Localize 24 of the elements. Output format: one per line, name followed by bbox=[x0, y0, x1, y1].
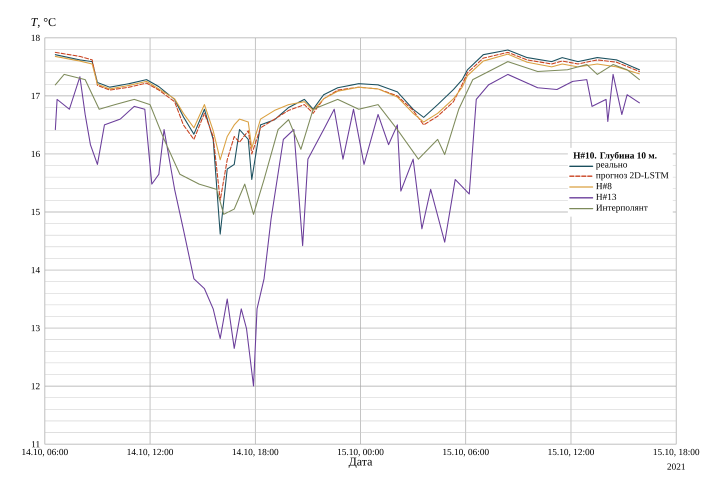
x-axis-title: Дата bbox=[348, 458, 372, 468]
legend-label: Н#13 bbox=[596, 194, 616, 200]
legend-label: Н#8 bbox=[596, 182, 612, 190]
legend-label: прогноз 2D-LSTM bbox=[596, 172, 669, 180]
legend-label: реально bbox=[596, 163, 628, 170]
x-tick-label: 14.10, 06:00 bbox=[22, 448, 68, 456]
y-tick-label: 18 bbox=[32, 34, 40, 41]
y-tick-label: 12 bbox=[32, 383, 40, 390]
y-tick-label: 13 bbox=[32, 324, 40, 332]
x-tick-label: 14.10, 12:00 bbox=[127, 448, 174, 456]
y-tick-label: 16 bbox=[32, 150, 40, 158]
x-tick-label: 15.10, 12:00 bbox=[548, 448, 594, 456]
y-tick-label: 14 bbox=[32, 266, 40, 274]
x-tick-label: 14.10, 18:00 bbox=[232, 448, 278, 456]
y-tick-label: 15 bbox=[32, 208, 40, 216]
x-tick-label: 15.10, 06:00 bbox=[443, 448, 489, 456]
legend-label: Интерполянт bbox=[596, 204, 648, 213]
text: 2021 bbox=[667, 463, 685, 470]
y-axis-title: T, °C bbox=[31, 18, 56, 28]
x-tick-label: 15.10, 00:00 bbox=[338, 448, 384, 456]
x-tick-label: 15.10, 18:00 bbox=[654, 448, 700, 456]
legend-title: Н#10. Глубина 10 м. bbox=[573, 152, 657, 160]
y-tick-label: 17 bbox=[32, 92, 40, 99]
y-tick-label: 11 bbox=[32, 441, 40, 448]
